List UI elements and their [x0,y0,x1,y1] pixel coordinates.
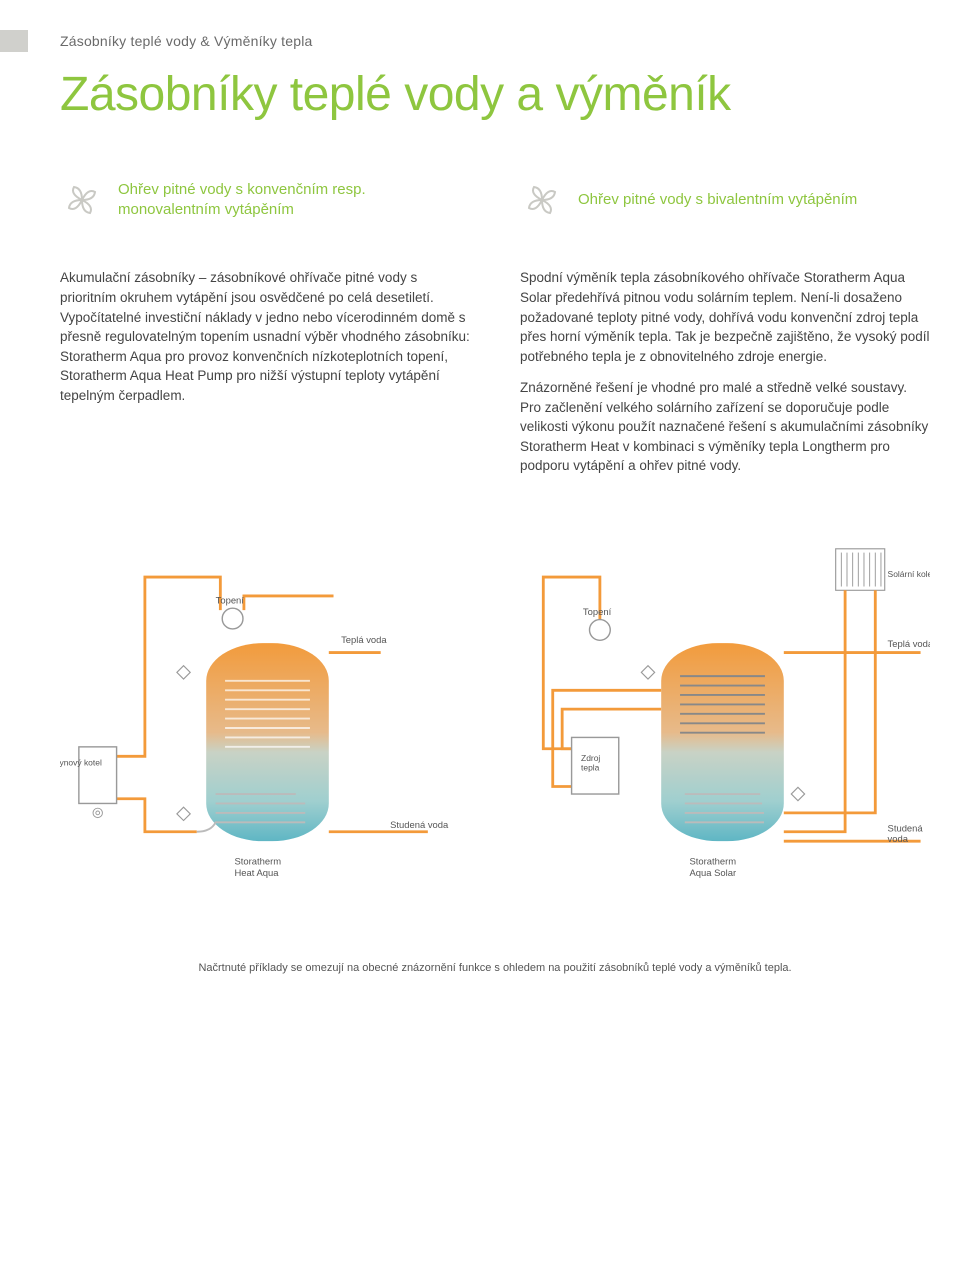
fan-icon [60,178,104,222]
svg-text:Olejový/plynový kotel: Olejový/plynový kotel [60,758,102,768]
label-studena-voda: Studená voda [390,819,449,830]
solar-collector-icon [836,549,885,591]
diagram-bivalent: Topení Solární kolektor Teplá voda Stude… [515,538,930,918]
svg-text:Storatherm Aqua Sola: Storatherm Aqua Solar [689,856,738,878]
footnote: Načrtnuté příklady se omezují na obecné … [60,962,930,974]
fan-icon [520,178,564,222]
col-heading-left: Ohřev pitné vody s konvenčním resp. mono… [118,180,470,221]
body-left: Akumulační zásobníky – zásobníkové ohřív… [60,268,470,405]
label-kolektor: Solární kolektor [888,569,930,579]
label-kotel: Olejový/plynový kotel [60,758,102,768]
label-tepla-voda-r: Teplá voda [888,638,930,649]
section-tab [0,30,28,52]
body-right-p2: Znázorněné řešení je vhodné pro malé a s… [520,378,930,476]
col-heading-right: Ohřev pitné vody s bivalentním vytápěním [578,190,857,210]
breadcrumb: Zásobníky teplé vody & Výměníky tepla [60,33,313,49]
page-title: Zásobníky teplé vody a výměník [60,70,930,120]
svg-text:Storatherm Heat Aqua: Storatherm Heat Aqua [234,856,283,878]
label-tepla-voda: Teplá voda [341,634,387,645]
label-topeni-r: Topení [583,606,612,617]
diagram-monovalent: Topení Teplá voda Studená voda Olejový/p… [60,538,475,918]
label-topeni: Topení [216,595,245,606]
svg-text:Zdrojtepla: Zdrojtepla [581,753,600,772]
body-right-p1: Spodní výměník tepla zásobníkového ohřív… [520,268,930,366]
